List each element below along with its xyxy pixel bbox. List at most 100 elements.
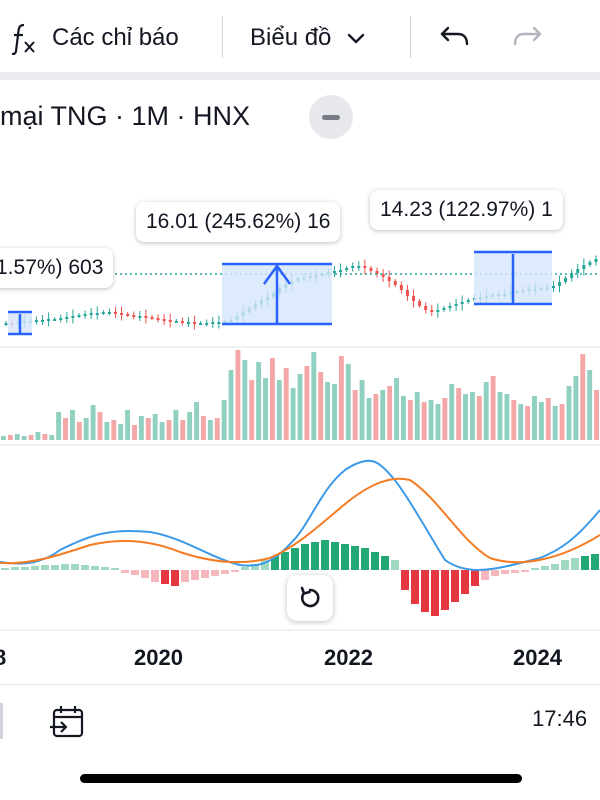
macd-histogram-bar	[341, 544, 349, 570]
price-candle	[454, 304, 458, 306]
signal-line	[0, 477, 600, 565]
volume-bar	[366, 398, 372, 440]
price-candle	[211, 322, 215, 324]
chevron-down-icon	[348, 33, 365, 44]
price-candle	[4, 323, 8, 325]
macd-histogram-bar	[331, 542, 339, 570]
price-candle	[59, 318, 63, 320]
macd-histogram-bar	[521, 570, 529, 572]
macd-histogram-bar	[511, 570, 519, 573]
volume-bar	[207, 420, 213, 440]
macd-histogram-bar	[571, 558, 579, 570]
volume-bar	[525, 406, 531, 440]
volume-bar	[573, 376, 579, 440]
volume-bar	[104, 422, 110, 440]
current-time: 17:46	[532, 706, 588, 731]
undo-icon[interactable]	[438, 22, 472, 52]
volume-bar	[552, 406, 558, 440]
volume-bar	[504, 394, 510, 440]
macd-histogram-bar	[221, 570, 229, 574]
macd-histogram-bar	[591, 554, 599, 570]
measure-label-right: 14.23 (122.97%) 1	[370, 190, 563, 230]
macd-histogram-bar	[581, 556, 589, 570]
price-chart[interactable]	[0, 140, 600, 640]
price-candle	[345, 268, 349, 270]
price-candle	[199, 323, 203, 325]
macd-histogram-bar	[551, 564, 559, 570]
collapse-legend-button[interactable]	[309, 95, 353, 139]
volume-bar	[35, 432, 41, 440]
volume-bar	[283, 368, 289, 440]
price-candle	[34, 320, 38, 322]
volume-bar	[338, 356, 344, 440]
volume-bar	[180, 420, 186, 440]
macd-histogram-bar	[151, 570, 159, 582]
macd-histogram-bar	[381, 556, 389, 570]
price-candle	[551, 286, 555, 288]
macd-histogram-bar	[101, 567, 109, 570]
macd-histogram-bar	[141, 570, 149, 578]
volume-bar	[297, 374, 303, 440]
volume-bar	[166, 420, 172, 440]
volume-bar	[483, 382, 489, 440]
price-candle	[205, 323, 209, 325]
macd-histogram-bar	[321, 540, 329, 570]
macd-histogram-bar	[411, 570, 419, 604]
price-candle	[582, 265, 586, 269]
volume-bar	[263, 378, 268, 440]
volume-bar	[256, 362, 262, 440]
volume-bar	[387, 386, 393, 440]
volume-bar	[518, 404, 524, 440]
macd-histogram-bar	[21, 567, 29, 570]
price-candle	[150, 317, 154, 319]
macd-histogram-bar	[431, 570, 439, 616]
price-candle	[71, 316, 75, 318]
macd-histogram-bar	[181, 570, 189, 582]
go-to-date-icon[interactable]	[48, 703, 86, 741]
price-candle	[120, 313, 124, 315]
macd-line	[0, 459, 600, 571]
volume-bar	[318, 372, 324, 440]
function-fx-icon	[11, 23, 35, 55]
measure-label-middle: 16.01 (245.62%) 16	[136, 202, 341, 242]
price-candle	[448, 306, 452, 308]
price-candle	[405, 290, 409, 296]
volume-bar	[7, 435, 13, 440]
price-candle	[132, 315, 136, 317]
volume-bar	[442, 398, 448, 440]
volume-bar	[325, 382, 331, 440]
macd-histogram-bar	[541, 566, 549, 570]
redo-icon[interactable]	[510, 22, 544, 52]
volume-bar	[159, 422, 165, 440]
volume-bar	[407, 400, 413, 440]
price-candle	[217, 322, 221, 324]
price-candle	[460, 302, 464, 304]
price-candle	[95, 313, 99, 315]
reset-chart-button[interactable]	[287, 575, 333, 621]
volume-bar	[235, 350, 241, 440]
volume-bar	[311, 352, 317, 440]
price-candle	[53, 319, 57, 321]
toolbar-bottom-border	[0, 72, 600, 80]
price-candle	[101, 312, 105, 314]
minus-icon	[322, 114, 340, 120]
x-axis-label: 2020	[134, 645, 183, 670]
price-candle	[65, 317, 69, 319]
volume-bar	[532, 396, 537, 440]
bottom-toolbar	[0, 684, 600, 755]
price-candle	[430, 310, 434, 312]
volume-bar	[214, 418, 220, 440]
chart-type-button[interactable]: Biểu đồ	[250, 20, 367, 56]
volume-bar	[269, 358, 275, 440]
macd-histogram-bar	[271, 556, 279, 570]
measure-label-left-text: 1.57%) 603	[0, 256, 104, 279]
volume-bar	[359, 380, 365, 440]
macd-histogram-bar	[91, 566, 99, 570]
volume-bar	[145, 418, 151, 440]
symbol-header[interactable]: mại TNG · 1M · HNX	[0, 94, 250, 138]
price-candle	[594, 259, 598, 262]
indicators-button[interactable]: Các chỉ báo	[8, 20, 179, 56]
price-candle	[107, 312, 111, 314]
volume-bar	[69, 410, 75, 440]
volume-bar	[138, 416, 144, 440]
